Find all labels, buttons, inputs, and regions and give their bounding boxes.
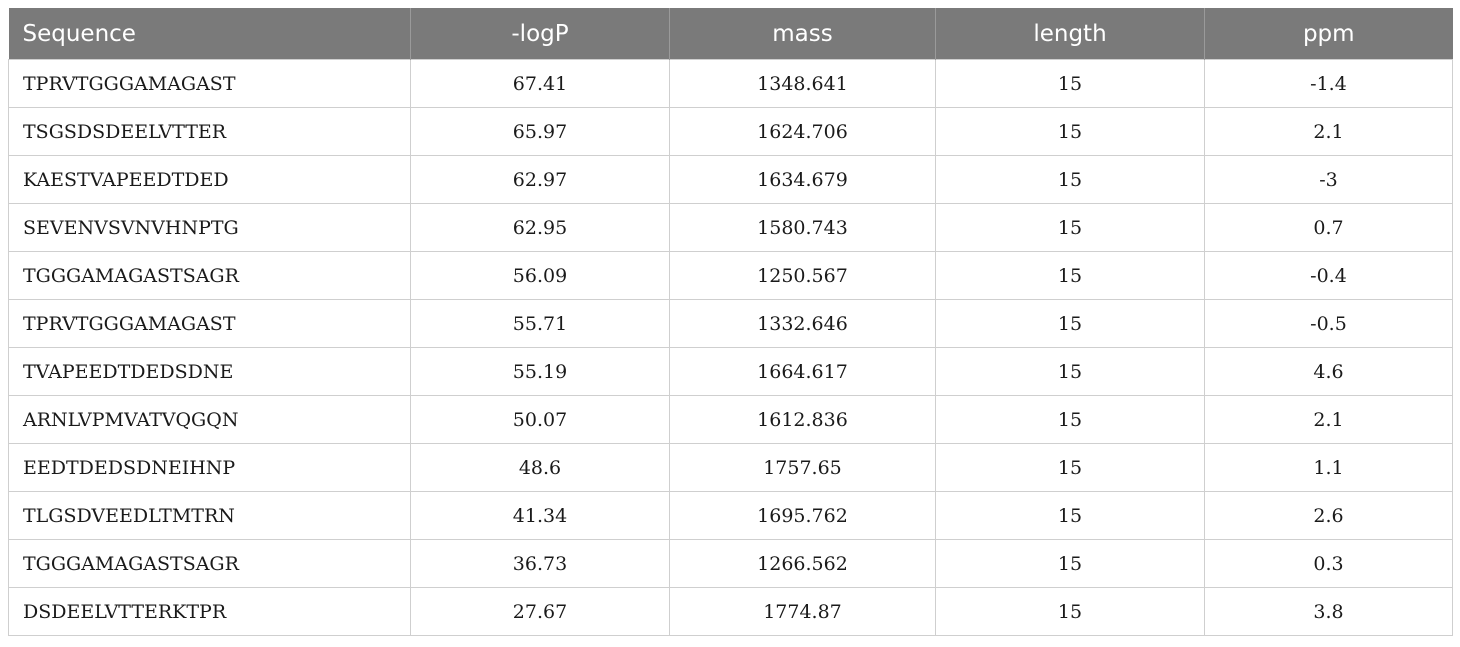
ppm-cell: 2.6 (1204, 491, 1453, 540)
table-header-row: Sequence -logP mass length ppm (8, 8, 1453, 60)
header-logp: -logP (410, 8, 670, 60)
length-cell: 15 (935, 203, 1205, 252)
length-cell: 15 (935, 155, 1205, 204)
mass-cell: 1250.567 (669, 251, 936, 300)
mass-cell: 1580.743 (669, 203, 936, 252)
mass-cell: 1774.87 (669, 587, 936, 636)
mass-cell: 1266.562 (669, 539, 936, 588)
length-cell: 15 (935, 299, 1205, 348)
table-row: ARNLVPMVATVQGQN 50.07 1612.836 15 2.1 (8, 395, 1453, 444)
length-cell: 15 (935, 587, 1205, 636)
mass-cell: 1624.706 (669, 107, 936, 156)
ppm-cell: -1.4 (1204, 59, 1453, 108)
logp-cell: 67.41 (410, 59, 670, 108)
sequence-cell: ARNLVPMVATVQGQN (8, 395, 411, 444)
length-cell: 15 (935, 59, 1205, 108)
sequence-cell: EEDTDEDSDNEIHNP (8, 443, 411, 492)
mass-cell: 1612.836 (669, 395, 936, 444)
logp-cell: 27.67 (410, 587, 670, 636)
ppm-cell: -0.4 (1204, 251, 1453, 300)
table-row: EEDTDEDSDNEIHNP 48.6 1757.65 15 1.1 (8, 443, 1453, 492)
logp-cell: 65.97 (410, 107, 670, 156)
header-sequence: Sequence (8, 8, 411, 60)
mass-cell: 1757.65 (669, 443, 936, 492)
table-row: TGGGAMAGASTSAGR 56.09 1250.567 15 -0.4 (8, 251, 1453, 300)
header-mass: mass (669, 8, 936, 60)
length-cell: 15 (935, 107, 1205, 156)
ppm-cell: 1.1 (1204, 443, 1453, 492)
table-row: TVAPEEDTDEDSDNE 55.19 1664.617 15 4.6 (8, 347, 1453, 396)
length-cell: 15 (935, 443, 1205, 492)
table-row: DSDEELVTTERKTPR 27.67 1774.87 15 3.8 (8, 587, 1453, 636)
length-cell: 15 (935, 491, 1205, 540)
mass-cell: 1332.646 (669, 299, 936, 348)
ppm-cell: 0.3 (1204, 539, 1453, 588)
header-ppm: ppm (1204, 8, 1453, 60)
sequence-cell: DSDEELVTTERKTPR (8, 587, 411, 636)
table-row: TPRVTGGGAMAGAST 55.71 1332.646 15 -0.5 (8, 299, 1453, 348)
logp-cell: 41.34 (410, 491, 670, 540)
sequence-cell: TGGGAMAGASTSAGR (8, 251, 411, 300)
sequence-cell: TPRVTGGGAMAGAST (8, 299, 411, 348)
table-row: TSGSDSDEELVTTER 65.97 1624.706 15 2.1 (8, 107, 1453, 156)
ppm-cell: -0.5 (1204, 299, 1453, 348)
ppm-cell: 3.8 (1204, 587, 1453, 636)
ppm-cell: 0.7 (1204, 203, 1453, 252)
peptide-table-container: Sequence -logP mass length ppm TPRVTGGGA… (8, 8, 1453, 636)
length-cell: 15 (935, 251, 1205, 300)
table-row: KAESTVAPEEDTDED 62.97 1634.679 15 -3 (8, 155, 1453, 204)
table-row: TGGGAMAGASTSAGR 36.73 1266.562 15 0.3 (8, 539, 1453, 588)
length-cell: 15 (935, 539, 1205, 588)
logp-cell: 48.6 (410, 443, 670, 492)
sequence-cell: TSGSDSDEELVTTER (8, 107, 411, 156)
mass-cell: 1348.641 (669, 59, 936, 108)
peptide-table: Sequence -logP mass length ppm TPRVTGGGA… (8, 8, 1453, 636)
table-row: TPRVTGGGAMAGAST 67.41 1348.641 15 -1.4 (8, 59, 1453, 108)
table-body: TPRVTGGGAMAGAST 67.41 1348.641 15 -1.4 TSGSDS… (8, 59, 1453, 636)
logp-cell: 55.71 (410, 299, 670, 348)
table-row: TLGSDVEEDLTMTRN 41.34 1695.762 15 2.6 (8, 491, 1453, 540)
logp-cell: 50.07 (410, 395, 670, 444)
length-cell: 15 (935, 347, 1205, 396)
logp-cell: 55.19 (410, 347, 670, 396)
sequence-cell: TGGGAMAGASTSAGR (8, 539, 411, 588)
logp-cell: 36.73 (410, 539, 670, 588)
ppm-cell: 2.1 (1204, 395, 1453, 444)
logp-cell: 62.95 (410, 203, 670, 252)
sequence-cell: TLGSDVEEDLTMTRN (8, 491, 411, 540)
logp-cell: 56.09 (410, 251, 670, 300)
length-cell: 15 (935, 395, 1205, 444)
mass-cell: 1634.679 (669, 155, 936, 204)
mass-cell: 1664.617 (669, 347, 936, 396)
ppm-cell: 2.1 (1204, 107, 1453, 156)
mass-cell: 1695.762 (669, 491, 936, 540)
ppm-cell: 4.6 (1204, 347, 1453, 396)
sequence-cell: KAESTVAPEEDTDED (8, 155, 411, 204)
sequence-cell: SEVENVSVNVHNPTG (8, 203, 411, 252)
header-length: length (935, 8, 1205, 60)
sequence-cell: TVAPEEDTDEDSDNE (8, 347, 411, 396)
ppm-cell: -3 (1204, 155, 1453, 204)
sequence-cell: TPRVTGGGAMAGAST (8, 59, 411, 108)
logp-cell: 62.97 (410, 155, 670, 204)
table-row: SEVENVSVNVHNPTG 62.95 1580.743 15 0.7 (8, 203, 1453, 252)
